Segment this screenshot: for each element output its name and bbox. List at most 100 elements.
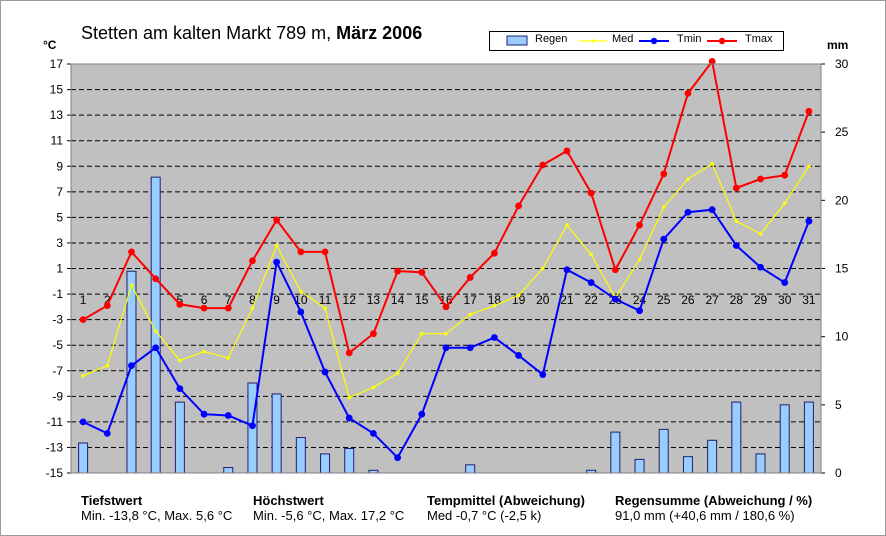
point-tmin xyxy=(805,217,813,225)
point-tmin xyxy=(103,429,111,437)
point-tmax xyxy=(515,202,522,210)
point-med xyxy=(540,266,545,271)
y-left-tick-label: 5 xyxy=(56,210,63,224)
y-left-tick-label: -7 xyxy=(52,364,63,378)
point-tmin xyxy=(539,371,547,378)
point-tmin xyxy=(490,334,498,341)
legend-med-swatch xyxy=(579,39,607,43)
x-tick-label: 30 xyxy=(778,293,792,307)
point-tmin xyxy=(442,344,450,352)
point-med xyxy=(444,331,448,336)
x-tick-label: 22 xyxy=(584,293,598,307)
point-tmax xyxy=(757,175,764,183)
rain-bar xyxy=(682,456,693,474)
point-med xyxy=(323,306,327,310)
title-location: Stetten am kalten Markt xyxy=(81,23,272,43)
point-med xyxy=(807,164,811,169)
point-tmin xyxy=(563,266,571,274)
right-axis-unit: mm xyxy=(827,38,849,52)
point-med xyxy=(589,252,593,257)
point-tmin xyxy=(684,208,692,216)
x-tick-label: 7 xyxy=(225,293,232,307)
point-tmax xyxy=(490,249,498,257)
point-tmin xyxy=(176,385,184,393)
y-left-tick-label: -9 xyxy=(52,389,63,403)
legend-rain-swatch xyxy=(506,35,528,46)
y-left-tick-label: -3 xyxy=(52,313,63,327)
point-med xyxy=(299,289,303,294)
point-med xyxy=(686,177,690,181)
legend-med-label: Med xyxy=(612,33,634,45)
x-tick-label: 28 xyxy=(730,293,744,307)
y-left-tick-label: 13 xyxy=(50,108,64,122)
point-med xyxy=(661,205,666,209)
x-tick-label: 9 xyxy=(273,293,280,307)
point-tmin xyxy=(515,352,522,359)
point-tmin xyxy=(708,206,716,214)
point-tmax xyxy=(345,349,353,357)
point-med xyxy=(637,257,642,262)
x-tick-label: 2 xyxy=(104,293,111,307)
point-med xyxy=(129,283,134,287)
point-tmax xyxy=(781,171,789,179)
point-tmin xyxy=(128,362,135,370)
rain-bar xyxy=(707,439,718,474)
point-med xyxy=(395,371,400,376)
x-tick-label: 11 xyxy=(319,293,332,307)
point-med xyxy=(371,385,376,390)
y-right-tick-label: 30 xyxy=(835,57,849,71)
point-tmax xyxy=(249,257,256,265)
legend-tmin-swatch xyxy=(639,37,669,45)
point-tmin xyxy=(200,410,208,418)
x-tick-label: 1 xyxy=(80,293,87,307)
point-tmax xyxy=(224,304,232,312)
y-right-tick-label: 0 xyxy=(835,466,842,480)
x-tick-label: 12 xyxy=(343,293,357,307)
point-tmin xyxy=(732,242,740,249)
point-tmax xyxy=(732,184,740,192)
point-tmin xyxy=(660,235,668,243)
point-tmin xyxy=(611,295,619,303)
y-left-tick-label: -5 xyxy=(52,338,63,352)
point-tmax xyxy=(370,330,377,338)
point-tmin xyxy=(321,368,329,376)
x-tick-label: 14 xyxy=(391,293,405,307)
point-tmax xyxy=(660,170,668,178)
point-tmax xyxy=(418,268,426,276)
point-tmin xyxy=(249,422,256,430)
tempmittel-heading: Tempmittel (Abweichung) xyxy=(427,493,585,508)
legend-tmax-swatch xyxy=(707,37,737,45)
tiefstwert-value: Min. -13,8 °C, Max. 5,6 °C xyxy=(81,508,233,523)
point-tmax xyxy=(442,303,450,311)
y-left-tick-label: -11 xyxy=(47,415,64,429)
point-tmax xyxy=(79,316,87,324)
point-tmin xyxy=(757,263,764,271)
x-tick-label: 26 xyxy=(681,293,695,307)
regensumme-value: 91,0 mm (+40,6 mm / 180,6 %) xyxy=(615,508,795,523)
point-tmax xyxy=(684,89,692,97)
point-med xyxy=(274,243,279,248)
y-left-tick-label: -13 xyxy=(46,440,64,454)
hoechstwert-heading: Höchstwert xyxy=(253,493,324,508)
hoechstwert-value: Min. -5,6 °C, Max. 17,2 °C xyxy=(253,508,405,523)
x-tick-label: 5 xyxy=(177,293,184,307)
title-altitude: 789 m, xyxy=(276,23,332,43)
regensumme-heading: Regensumme (Abweichung / %) xyxy=(615,493,813,508)
x-tick-label: 20 xyxy=(536,293,550,307)
point-tmin xyxy=(345,414,353,422)
y-left-tick-label: 7 xyxy=(56,185,63,199)
point-tmax xyxy=(563,147,571,155)
y-left-tick-label: 1 xyxy=(56,262,63,276)
y-left-tick-label: 11 xyxy=(51,134,64,148)
plot-frame xyxy=(70,63,822,474)
x-tick-label: 6 xyxy=(201,293,208,307)
left-axis-unit: °C xyxy=(43,38,57,52)
point-tmax xyxy=(611,266,619,274)
legend-tmax-label: Tmax xyxy=(745,33,773,45)
chart-title: Stetten am kalten Markt 789 m, März 2006 xyxy=(81,23,422,44)
rain-bar xyxy=(731,401,742,474)
point-tmax xyxy=(466,274,474,281)
point-med xyxy=(81,374,85,378)
